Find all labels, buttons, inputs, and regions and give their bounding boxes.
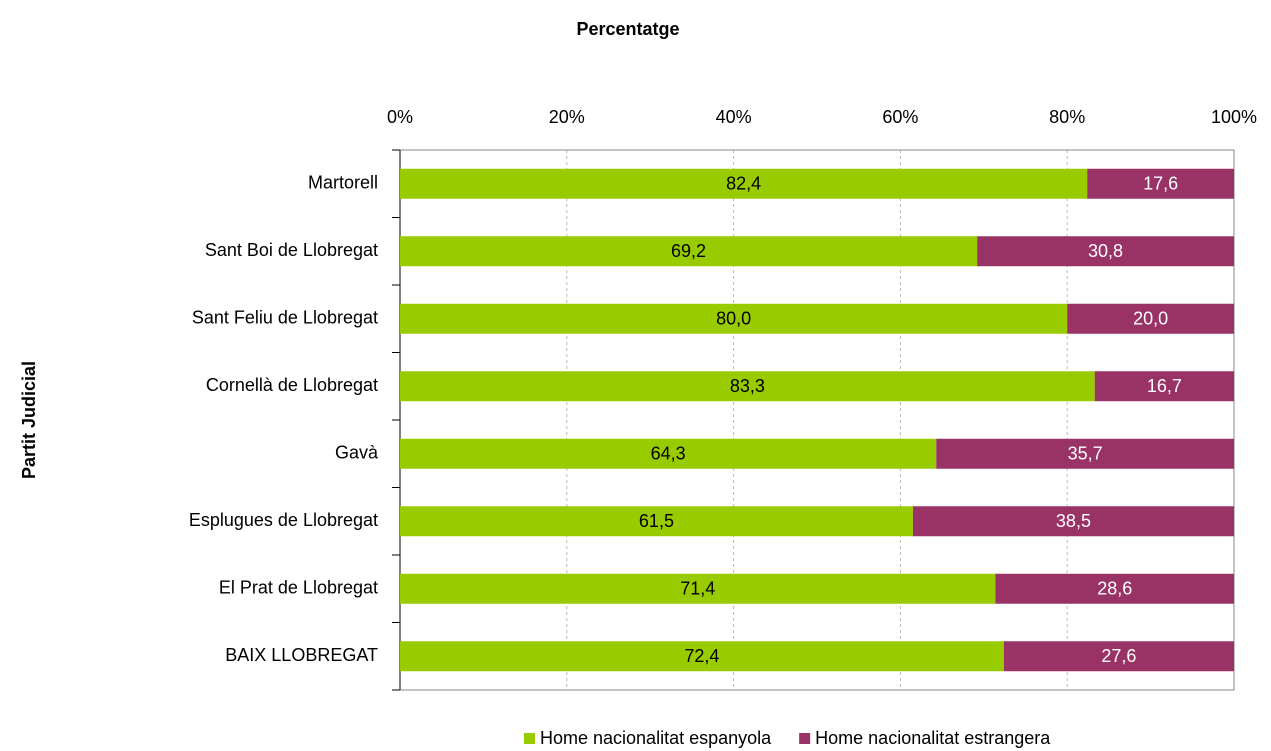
- data-label: 27,6: [1101, 646, 1136, 666]
- y-tick-label: Sant Boi de Llobregat: [205, 240, 378, 260]
- data-label: 82,4: [726, 174, 761, 194]
- data-label: 28,6: [1097, 579, 1132, 599]
- y-tick-label: Cornellà de Llobregat: [206, 375, 378, 395]
- legend-label: Home nacionalitat estrangera: [815, 728, 1051, 748]
- bar: [400, 236, 978, 267]
- legend-swatch: [524, 733, 535, 744]
- x-tick-label: 60%: [882, 107, 918, 127]
- bar: [1003, 641, 1234, 672]
- plot-border: [399, 149, 1235, 691]
- bar: [400, 573, 996, 604]
- bar: [400, 641, 1004, 672]
- data-label: 38,5: [1056, 511, 1091, 531]
- y-tick-label: Esplugues de Llobregat: [189, 510, 378, 530]
- bar: [1094, 371, 1234, 402]
- bar: [400, 438, 937, 469]
- bar: [912, 506, 1234, 537]
- y-tick-label: Sant Feliu de Llobregat: [192, 308, 378, 328]
- data-label: 80,0: [716, 309, 751, 329]
- bar: [936, 438, 1234, 469]
- y-axis-label: Partit Judicial: [19, 361, 39, 479]
- bar: [400, 371, 1095, 402]
- x-tick-label: 40%: [716, 107, 752, 127]
- bar: [977, 236, 1234, 267]
- data-label: 17,6: [1143, 174, 1178, 194]
- y-tick-label: BAIX LLOBREGAT: [225, 645, 378, 665]
- data-label: 83,3: [730, 376, 765, 396]
- bar: [400, 303, 1068, 334]
- bar: [1087, 168, 1234, 199]
- bar: [1067, 303, 1234, 334]
- chart-title: Percentatge: [576, 19, 679, 39]
- data-label: 72,4: [684, 646, 719, 666]
- legend-label: Home nacionalitat espanyola: [540, 728, 772, 748]
- data-label: 61,5: [639, 511, 674, 531]
- x-tick-label: 0%: [387, 107, 413, 127]
- data-label: 64,3: [651, 444, 686, 464]
- bar: [995, 573, 1234, 604]
- data-label: 35,7: [1068, 444, 1103, 464]
- y-tick-label: Gavà: [335, 443, 379, 463]
- bar: [400, 168, 1088, 199]
- y-tick-label: Martorell: [308, 173, 378, 193]
- bar: [400, 506, 913, 537]
- y-tick-label: El Prat de Llobregat: [219, 578, 378, 598]
- data-label: 69,2: [671, 241, 706, 261]
- legend-swatch: [799, 733, 811, 744]
- x-tick-label: 20%: [549, 107, 585, 127]
- data-label: 71,4: [680, 579, 715, 599]
- data-label: 16,7: [1147, 376, 1182, 396]
- data-label: 30,8: [1088, 241, 1123, 261]
- x-tick-label: 80%: [1049, 107, 1085, 127]
- data-label: 20,0: [1133, 309, 1168, 329]
- x-tick-label: 100%: [1211, 107, 1257, 127]
